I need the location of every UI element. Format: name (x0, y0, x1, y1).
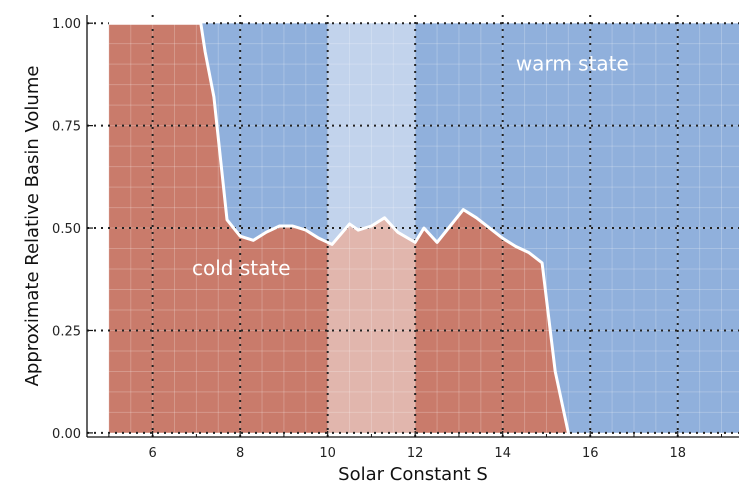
x-tick-label: 6 (148, 446, 156, 461)
warm-state-label: warm state (516, 51, 629, 75)
x-tick-label: 14 (494, 446, 511, 461)
x-tick-label: 16 (582, 446, 599, 461)
y-tick-label: 1.00 (52, 17, 81, 32)
major-grid (87, 15, 739, 437)
cold-state-region (108, 23, 569, 433)
cold-state-label: cold state (192, 256, 291, 280)
y-tick-label: 0.00 (52, 427, 81, 442)
y-axis-ticks: 0.00 0.25 0.50 0.75 1.00 (52, 17, 93, 442)
x-axis-label: Solar Constant S (338, 464, 488, 485)
highlight-band (327, 23, 416, 433)
x-axis-ticks: 6 8 10 12 14 16 18 (108, 431, 722, 461)
x-tick-label: 10 (319, 446, 336, 461)
y-tick-label: 0.50 (52, 222, 81, 237)
y-axis-label: Approximate Relative Basin Volume (22, 66, 43, 387)
x-tick-label: 18 (669, 446, 686, 461)
plot-area (87, 15, 739, 437)
y-tick-label: 0.25 (52, 324, 81, 339)
x-tick-label: 8 (236, 446, 244, 461)
axes: 6 8 10 12 14 16 18 0.00 0.25 0.50 0.75 1.00 (52, 15, 739, 461)
basin-boundary-line (108, 21, 570, 434)
y-tick-label: 0.75 (52, 120, 81, 135)
x-tick-label: 12 (407, 446, 424, 461)
